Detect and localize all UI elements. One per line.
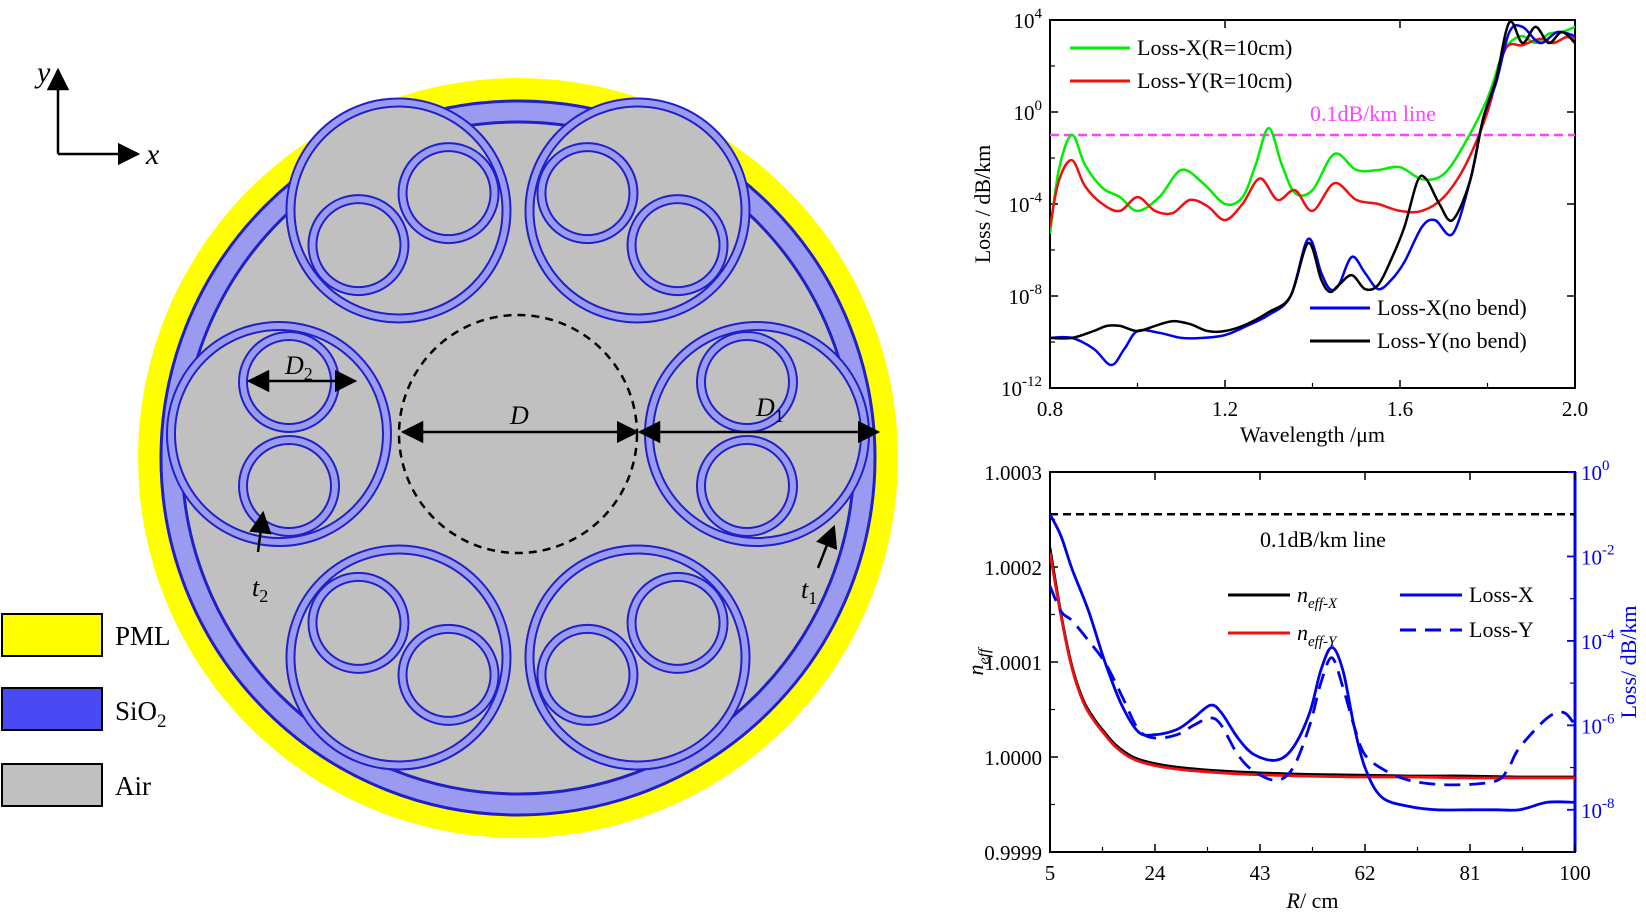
legend-label-4: Loss-Y (1469, 617, 1534, 642)
reference-line-label: 0.1dB/km line (1310, 101, 1436, 126)
legend-label-1: neff-X (1297, 582, 1338, 612)
series-line-4 (1050, 20, 1575, 340)
y-tick-label: 104 (1014, 6, 1043, 33)
x-tick-label: 5 (1045, 861, 1056, 885)
series-line-4 (1050, 585, 1575, 787)
small-tube-4a-inner (246, 443, 332, 529)
reference-line-label: 0.1dB/km line (1260, 527, 1386, 552)
y2-tick-label: 10-4 (1581, 627, 1615, 654)
x-tick-label: 1.2 (1212, 397, 1238, 421)
y-tick-label: 1.0001 (984, 651, 1042, 675)
small-tube-6b-inner (634, 202, 721, 289)
legend-label-2: neff-Y (1297, 620, 1338, 650)
y-tick-label: 100 (1014, 98, 1043, 125)
legend-label-4: Loss-Y(no bend) (1377, 328, 1527, 353)
x-tick-label: 24 (1145, 861, 1167, 885)
small-tube-2a-inner (634, 579, 721, 666)
small-tube-5b-inner (405, 150, 492, 237)
series-group (1050, 20, 1575, 367)
y2-tick-label: 10-6 (1581, 711, 1615, 738)
y-tick-label: 1.0000 (984, 746, 1042, 770)
y2-tick-label: 10-8 (1581, 796, 1615, 823)
x-axis-title: Wavelength /μm (1240, 422, 1385, 447)
series-line-3 (1050, 513, 1575, 812)
x-tick-label: 43 (1250, 861, 1271, 885)
legend-swatch-air (1, 763, 103, 807)
y-axis-title: neff (963, 646, 993, 676)
small-tube-2b-inner (544, 631, 631, 718)
dimension-D2-label: D2 (284, 351, 313, 384)
y-tick-label: 10-4 (1009, 190, 1043, 217)
series-group (1050, 513, 1575, 812)
y-tick-label: 10-12 (1001, 374, 1042, 401)
y-axis-title: Loss / dB/km (970, 145, 995, 264)
x-tick-label: 2.0 (1562, 397, 1588, 421)
t2-label: t2 (252, 573, 268, 606)
loss-vs-wavelength-chart: 0.8 1.2 1.6 2.0 104 100 10-4 10-8 10-12 Wavelengt… (970, 6, 1588, 447)
legend-label-2: Loss-Y(R=10cm) (1137, 68, 1292, 93)
x-axis-title: R/ cm (1286, 888, 1339, 912)
small-tube-3a-inner (405, 631, 492, 718)
y-tick-label: 1.0002 (984, 556, 1042, 580)
series-line-2 (1050, 35, 1575, 228)
t1-label: t1 (801, 575, 817, 608)
neff-loss-vs-bend-radius-chart: 5 24 43 62 81 100 1.0003 1.0002 1.0001 1.0000 0.99… (963, 458, 1641, 912)
x-tick-label: 81 (1460, 861, 1481, 885)
legend-label-3: Loss-X(no bend) (1377, 295, 1527, 320)
y-tick-label: 10-8 (1009, 282, 1043, 309)
x-tick-label: 100 (1559, 861, 1591, 885)
material-legend: PML SiO2 Air (1, 613, 171, 807)
small-tube-3b-inner (315, 579, 402, 666)
dimension-D-label: D (509, 401, 529, 430)
y2-axis-title: Loss/ dB/km (1616, 605, 1641, 718)
y2-tick-label: 100 (1581, 458, 1610, 485)
x-tick-label: 62 (1355, 861, 1376, 885)
small-tube-6a-inner (544, 150, 631, 237)
legend-label-3: Loss-X (1469, 582, 1534, 607)
y-tick-label: 1.0003 (984, 461, 1042, 485)
fiber-cross-section: D D1 D2 t1 t2 (138, 78, 898, 838)
legend-label-sio2: SiO2 (115, 696, 167, 732)
y-tick-label: 0.9999 (984, 841, 1042, 865)
t2-arrow (249, 510, 272, 553)
y2-tick-label: 10-2 (1581, 542, 1615, 569)
x-axis-label: x (145, 138, 160, 171)
y-axis-label: y (34, 56, 51, 89)
x-tick-label: 1.6 (1387, 397, 1413, 421)
small-tube-5a-inner (315, 202, 402, 289)
legend-label-air: Air (115, 771, 151, 801)
legend-swatch-sio2 (1, 687, 103, 731)
nested-tubes (166, 97, 870, 771)
x-tick-label: 0.8 (1037, 397, 1063, 421)
dimension-D1-label: D1 (755, 393, 784, 426)
legend-label-pml: PML (115, 621, 171, 651)
coordinate-axes: y x (34, 56, 160, 171)
t1-arrow (816, 524, 838, 569)
legend-label-1: Loss-X(R=10cm) (1137, 35, 1292, 60)
series-line-2 (1050, 552, 1575, 780)
legend-swatch-pml (1, 613, 103, 657)
small-tube-1b-inner (704, 443, 790, 529)
